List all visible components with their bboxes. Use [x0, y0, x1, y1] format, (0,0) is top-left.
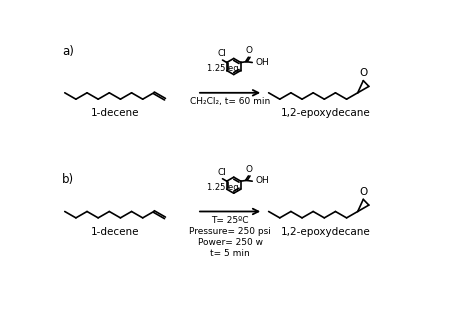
Text: Power= 250 w: Power= 250 w [198, 238, 263, 247]
Text: OH: OH [255, 58, 269, 67]
Text: O: O [246, 165, 253, 174]
Text: t= 5 min: t= 5 min [210, 249, 250, 258]
Text: O: O [246, 46, 253, 55]
Text: b): b) [62, 173, 74, 186]
Text: Cl: Cl [217, 168, 226, 177]
Text: 1,2-epoxydecane: 1,2-epoxydecane [281, 108, 371, 118]
Text: Pressure= 250 psi: Pressure= 250 psi [189, 227, 271, 236]
Text: Cl: Cl [217, 49, 226, 58]
Text: O: O [359, 187, 367, 197]
Text: 1,2-epoxydecane: 1,2-epoxydecane [281, 227, 371, 237]
Text: 1-decene: 1-decene [91, 227, 139, 237]
Text: T= 25ºC: T= 25ºC [211, 216, 249, 225]
Text: 1-decene: 1-decene [91, 108, 139, 118]
Text: a): a) [62, 45, 74, 58]
Text: OH: OH [255, 176, 269, 185]
Text: O: O [359, 68, 367, 78]
Text: 1.25 eq.: 1.25 eq. [207, 183, 242, 192]
Text: 1.25 eq.: 1.25 eq. [207, 64, 242, 73]
Text: CH₂Cl₂, t= 60 min: CH₂Cl₂, t= 60 min [190, 97, 270, 106]
